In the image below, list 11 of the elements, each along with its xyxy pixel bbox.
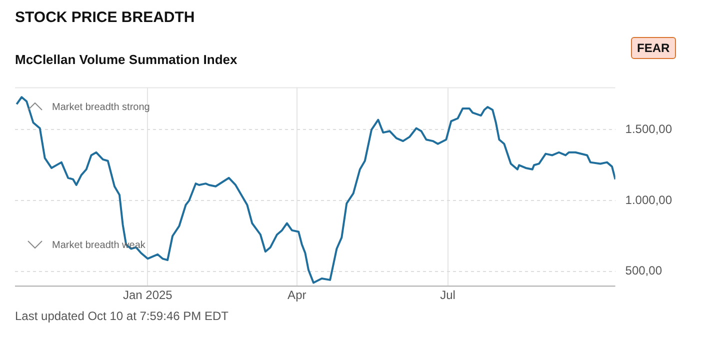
x-tick-label: Jul xyxy=(440,288,456,302)
text: Last updated Oct 10 at 7:59:46 PM EDT xyxy=(15,309,228,323)
chart-title: STOCK PRICE BREADTH xyxy=(15,9,195,26)
chart-subtitle: McClellan Volume Summation Index xyxy=(15,52,238,67)
y-tick-label: 500,00 xyxy=(625,264,662,278)
x-tick-label: Jan 2025 xyxy=(122,288,173,302)
y-tick-label: 1.500,00 xyxy=(625,122,672,136)
x-tick-label: Apr xyxy=(288,288,306,302)
text: FEAR xyxy=(631,37,676,59)
y-tick-label: 1.000,00 xyxy=(625,192,672,207)
annotation: Market breadth strong xyxy=(52,102,150,113)
